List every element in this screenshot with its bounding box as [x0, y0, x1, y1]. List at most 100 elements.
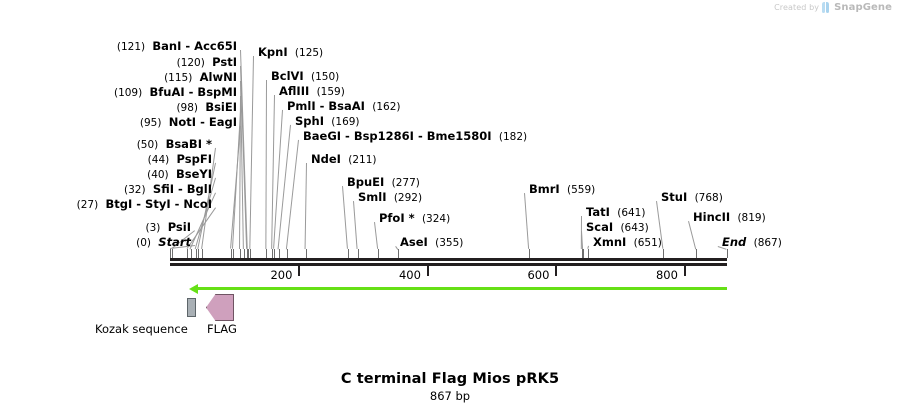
- enzyme-label: HincII (819): [693, 210, 766, 225]
- enzyme-position: (3): [145, 222, 161, 234]
- site-tick: [187, 249, 189, 258]
- enzyme-label: BpuEI (277): [347, 175, 420, 190]
- enzyme-position: (120): [176, 57, 205, 69]
- enzyme-position: (559): [567, 184, 596, 196]
- enzyme-name: PstI: [212, 55, 237, 69]
- enzyme-name: StuI: [661, 190, 688, 204]
- site-tick: [398, 249, 400, 258]
- enzyme-label: End (867): [722, 235, 782, 250]
- page-title: C terminal Flag Mios pRK5: [340, 371, 560, 387]
- enzyme-position: (277): [391, 177, 420, 189]
- leader-line: [353, 201, 358, 250]
- leader-line: [304, 162, 307, 249]
- site-tick: [231, 249, 233, 258]
- leader-line: [581, 231, 584, 250]
- site-tick: [272, 249, 274, 258]
- enzyme-name: End: [722, 235, 747, 249]
- enzyme-position: (27): [76, 199, 99, 211]
- feature-kozak[interactable]: [187, 298, 196, 317]
- site-tick: [357, 249, 359, 258]
- watermark-brand: SnapGene: [834, 2, 892, 13]
- enzyme-name: SphI: [295, 114, 324, 128]
- enzyme-label: AseI (355): [400, 235, 463, 250]
- enzyme-name: BpuEI: [347, 175, 385, 189]
- site-tick: [247, 249, 249, 258]
- enzyme-label: (98) BsiEI: [176, 100, 237, 115]
- site-tick: [232, 249, 234, 258]
- feature-flag[interactable]: [206, 294, 234, 321]
- enzyme-name: BfuAI - BspMI: [149, 85, 237, 99]
- enzyme-label: SmlI (292): [358, 191, 422, 205]
- enzyme-name: Start: [158, 235, 191, 249]
- site-tick: [170, 249, 171, 258]
- enzyme-label: BaeGI - Bsp1286I - Bme1580I (182): [303, 130, 528, 144]
- enzyme-name: AseI: [400, 235, 428, 249]
- enzyme-name: BsiEI: [205, 100, 237, 114]
- enzyme-name: TatI: [586, 205, 610, 219]
- ruler-tick: [683, 266, 686, 276]
- site-tick: [274, 249, 276, 258]
- enzyme-label: ScaI (643): [586, 221, 649, 235]
- leader-line: [249, 55, 254, 249]
- enzyme-position: (0): [136, 237, 151, 249]
- leader-line: [374, 222, 379, 250]
- page-subtitle: 867 bp: [429, 389, 471, 403]
- site-tick: [278, 249, 280, 258]
- enzyme-name: NotI - EagI: [168, 115, 237, 129]
- enzyme-position: (643): [620, 222, 649, 234]
- site-tick: [588, 249, 590, 258]
- leader-line: [524, 193, 530, 250]
- site-tick: [347, 249, 349, 258]
- enzyme-position: (95): [139, 117, 162, 129]
- enzyme-position: (324): [421, 213, 451, 225]
- enzyme-label: (3) PsiI: [145, 220, 191, 235]
- site-tick: [663, 249, 665, 258]
- leader-line: [688, 221, 697, 250]
- enzyme-name: PfoI *: [379, 211, 415, 225]
- site-tick: [198, 249, 200, 258]
- enzyme-label: NdeI (211): [311, 152, 376, 167]
- enzyme-position: (641): [617, 207, 646, 219]
- site-tick: [243, 249, 245, 258]
- enzyme-position: (50): [136, 139, 159, 151]
- enzyme-name: NdeI: [311, 152, 341, 166]
- enzyme-label: (27) BtgI - StyI - NcoI: [76, 198, 212, 212]
- enzyme-position: (162): [372, 101, 401, 113]
- leader-line: [273, 109, 283, 249]
- enzyme-label: AflIII (159): [279, 85, 345, 99]
- site-tick: [240, 249, 242, 258]
- enzyme-name: BclVI: [271, 69, 304, 83]
- enzyme-label: KpnI (125): [258, 45, 323, 60]
- enzyme-label: BmrI (559): [529, 183, 596, 197]
- ruler-tick: [426, 266, 429, 276]
- enzyme-label: XmnI (651): [593, 236, 662, 250]
- site-tick: [195, 249, 197, 258]
- site-tick: [305, 249, 307, 258]
- enzyme-position: (819): [737, 212, 766, 224]
- enzyme-label: (50) BsaBI *: [136, 138, 212, 152]
- enzyme-name: KpnI: [258, 45, 288, 59]
- site-tick: [202, 249, 204, 258]
- ruler-label: 200: [270, 268, 293, 282]
- enzyme-name: AlwNI: [199, 70, 237, 84]
- ruler-tick: [555, 266, 558, 276]
- axis-bar-bottom: [170, 263, 727, 266]
- enzyme-name: PsiI: [167, 220, 191, 234]
- enzyme-name: HincII: [693, 210, 731, 224]
- enzyme-label: (120) PstI: [176, 55, 237, 70]
- site-tick: [247, 249, 249, 258]
- enzyme-position: (768): [694, 192, 723, 204]
- ruler-label: 600: [527, 268, 550, 282]
- site-tick: [266, 249, 268, 258]
- leader-line: [285, 139, 299, 249]
- enzyme-label: PfoI * (324): [379, 211, 451, 226]
- ruler-tick: [298, 266, 301, 276]
- snapgene-watermark: Created by SnapGene: [774, 2, 892, 13]
- enzyme-label: (40) BseYI: [147, 168, 212, 182]
- site-tick: [581, 249, 583, 258]
- orf-arrow-shaft: [197, 287, 727, 290]
- enzyme-position: (32): [124, 184, 146, 196]
- enzyme-position: (182): [498, 131, 528, 143]
- enzyme-label: StuI (768): [661, 190, 723, 205]
- site-tick: [696, 249, 698, 258]
